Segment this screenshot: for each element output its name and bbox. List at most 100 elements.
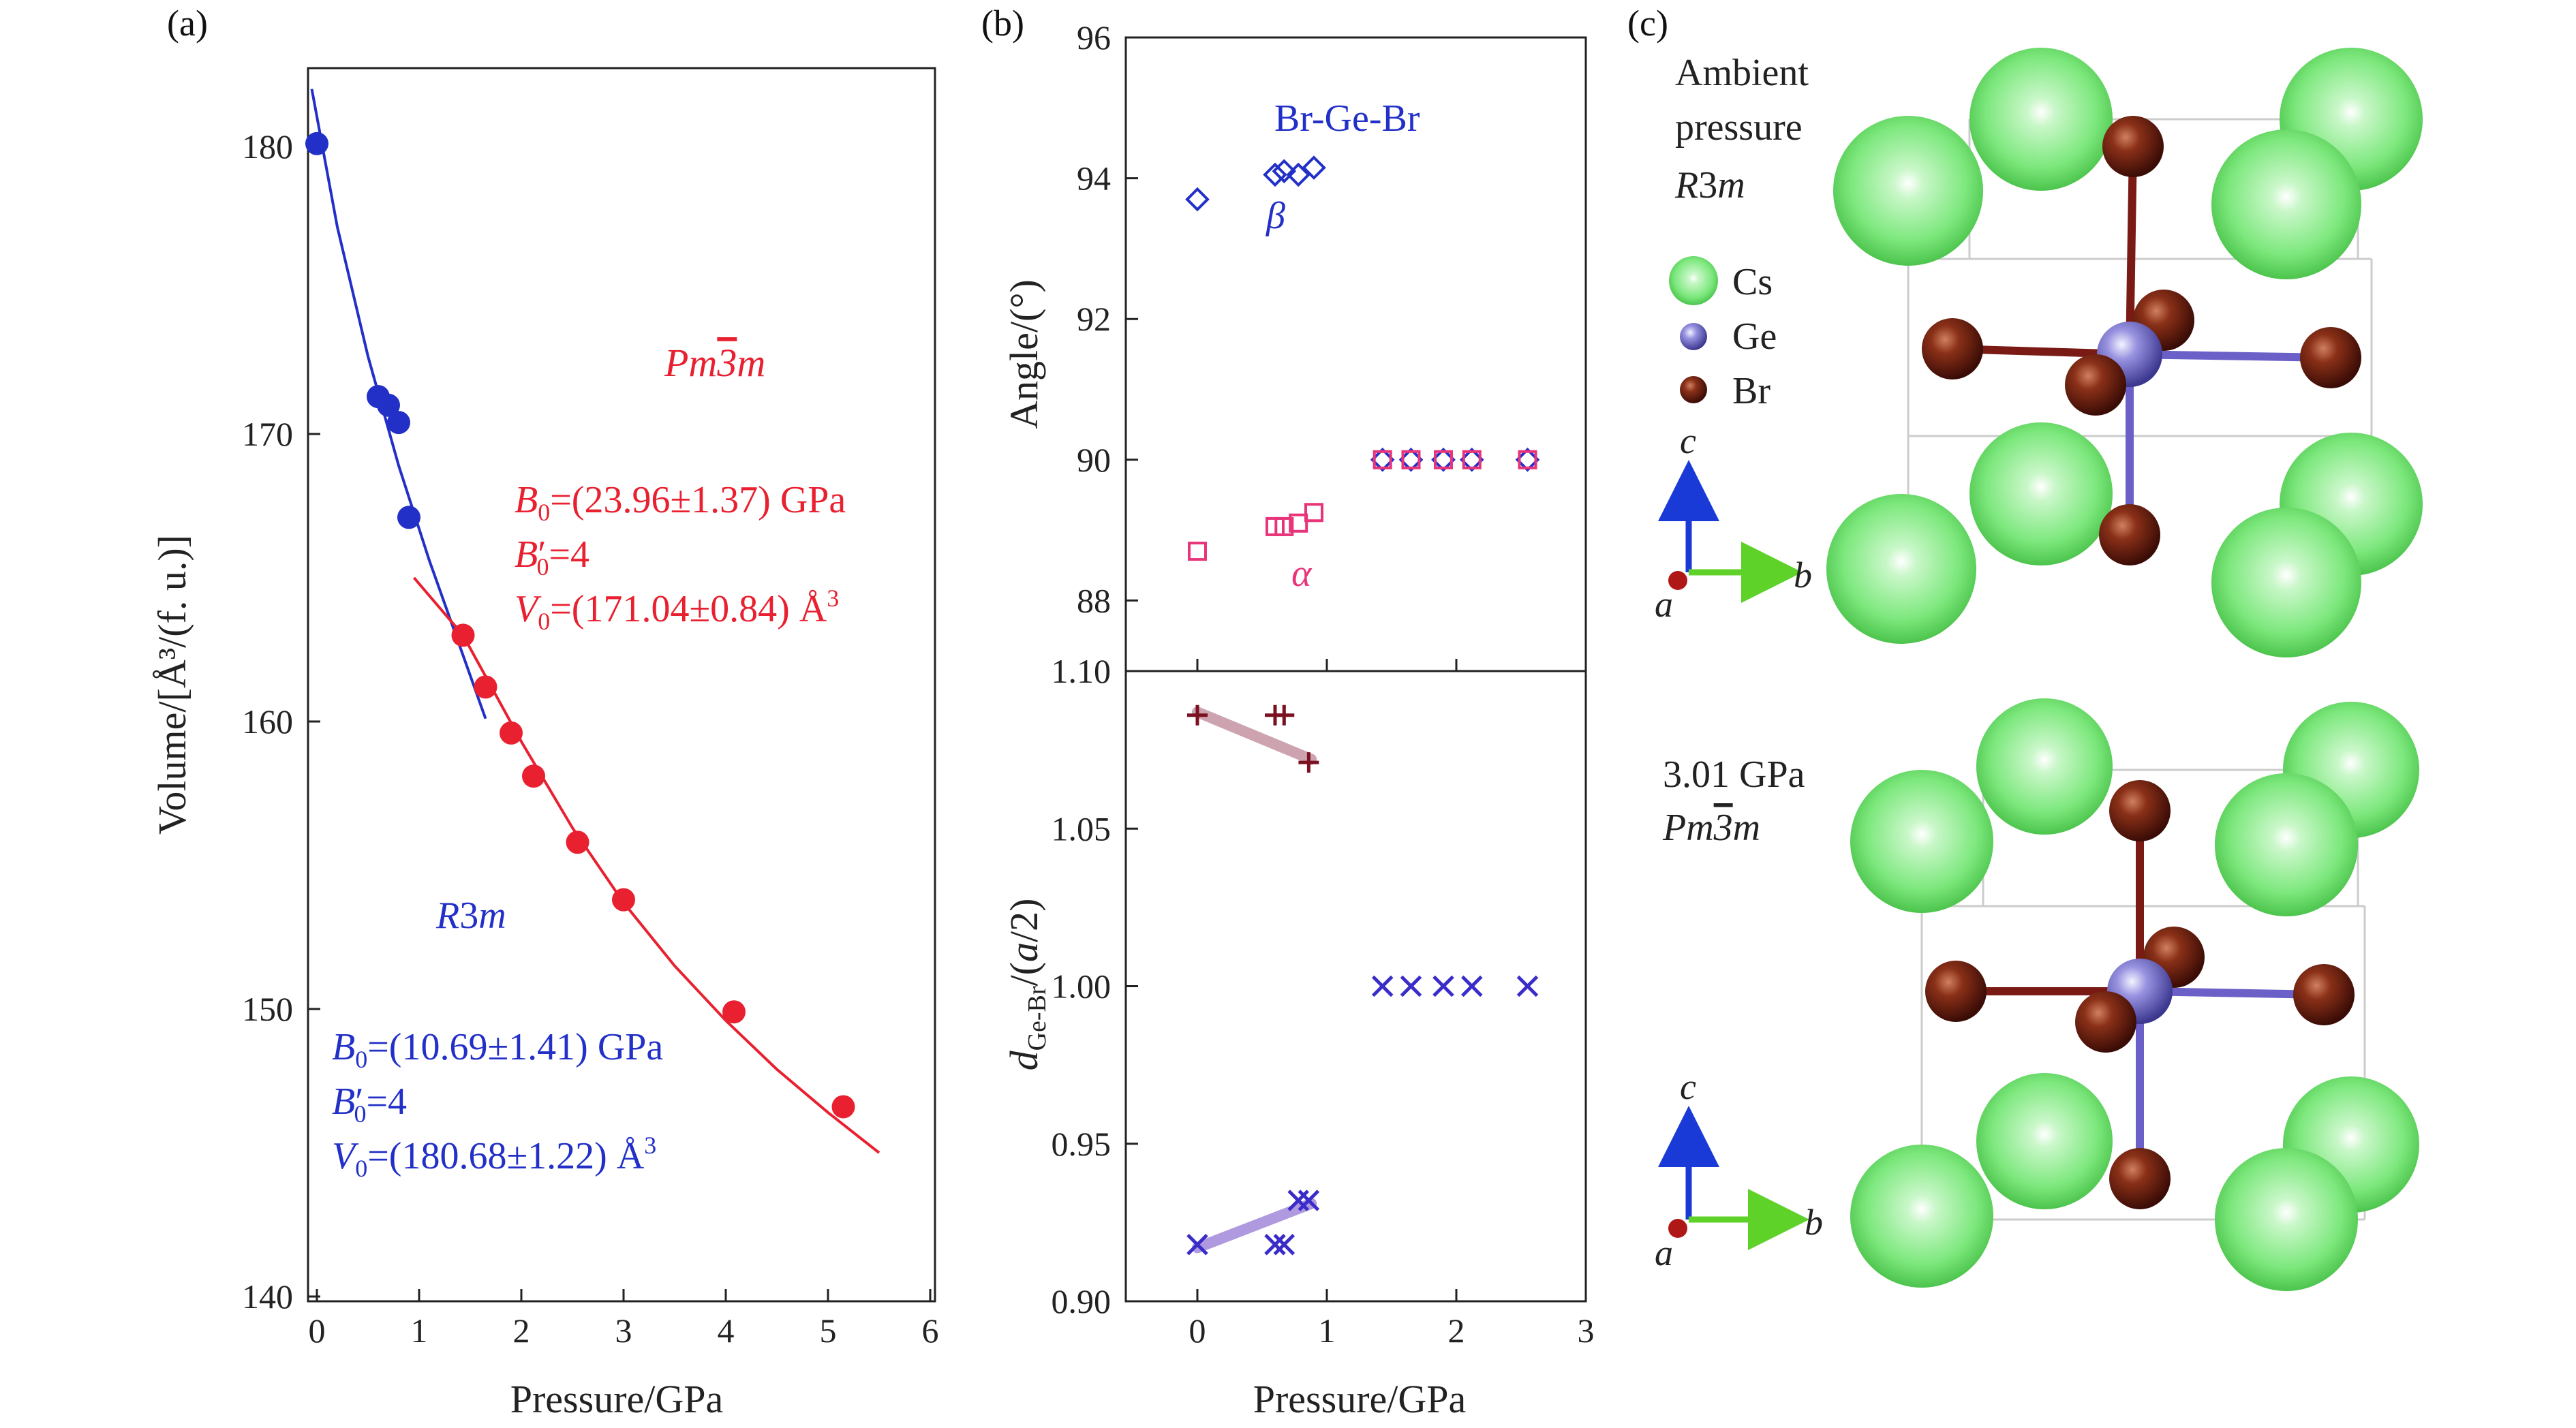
b-cross-marker — [1264, 1233, 1286, 1256]
a-ytick-label: 150 — [242, 990, 293, 1028]
panel-b-bottom-frame — [1124, 670, 1587, 1303]
b-xtick-label: 1 — [1319, 1311, 1336, 1350]
br-legend-label: Br — [1732, 370, 1770, 412]
a-data-point — [612, 888, 635, 912]
b-bottom-ytick-label: 0.95 — [1052, 1125, 1111, 1163]
a-xtick-label: 4 — [718, 1311, 735, 1350]
b-plus-marker — [1274, 704, 1295, 726]
a-xtick-label: 0 — [309, 1311, 326, 1350]
panel-b-bottom-ylabel: dGe-Br/(a/2) — [1002, 899, 1052, 1071]
b-square-marker — [1434, 450, 1453, 469]
b-top-ytick-label: 88 — [1077, 581, 1111, 619]
cs-legend-label: Cs — [1732, 261, 1773, 303]
panel-a-ylabel: Volume/[Å³/(f. u.)] — [150, 535, 194, 835]
b-top-ytick-label: 94 — [1077, 159, 1111, 198]
panel-a-frame — [307, 67, 936, 1303]
a-ytick-label: 160 — [242, 702, 293, 741]
b-top-ytick-label: 92 — [1077, 300, 1111, 338]
b-diamond-marker — [1272, 159, 1297, 184]
a-fit-line-0 — [310, 89, 487, 719]
b-plus-marker — [1298, 752, 1319, 773]
panel-c: (c) Ambient pressure R3m Cs Ge Br c b a — [1627, 3, 2423, 1291]
pressure-label: pressure — [1675, 106, 1803, 149]
b-square-marker — [1304, 503, 1323, 523]
b-cross-marker — [1186, 1233, 1208, 1256]
a-data-point — [831, 1095, 855, 1119]
red-v0-label: V0=(171.04±0.84) Å3 — [515, 585, 839, 635]
b-square-marker — [1289, 513, 1308, 533]
blue-b0p-label: B′0=4 — [332, 1081, 407, 1128]
b-xtick-label: 0 — [1189, 1311, 1206, 1350]
top-phase-label: R3m — [1674, 164, 1745, 206]
b-square-marker — [1462, 450, 1482, 469]
b-diamond-marker — [1185, 187, 1210, 212]
blue-v0-label: V0=(180.68±1.22) Å3 — [332, 1132, 656, 1182]
ambient-label: Ambient — [1675, 52, 1809, 94]
a-data-point — [522, 764, 545, 788]
red-b0p-label: B′0=4 — [515, 533, 589, 580]
b-cross-marker — [1461, 975, 1483, 997]
a-data-point — [377, 393, 400, 417]
bottom-axis-a: a — [1655, 1232, 1673, 1273]
ge-legend-swatch — [1680, 323, 1707, 350]
b-xtick-label: 2 — [1448, 1311, 1465, 1350]
b-trend-line-1 — [1192, 1198, 1317, 1254]
top-axis-a: a — [1655, 584, 1673, 625]
bottom-pressure-label: 3.01 GPa — [1663, 754, 1805, 796]
b-cross-marker — [1516, 975, 1539, 997]
a-data-point — [451, 623, 475, 647]
a-data-point — [566, 831, 589, 854]
a-xtick-label: 3 — [615, 1311, 632, 1350]
b-top-ytick-label: 90 — [1077, 441, 1111, 479]
panel-b-top-ylabel: Angle/(°) — [1002, 279, 1046, 429]
a-xtick-label: 2 — [513, 1311, 530, 1350]
b-diamond-marker — [1286, 162, 1311, 187]
top-axis-b: b — [1794, 555, 1812, 595]
b-square-marker — [1188, 542, 1207, 561]
b-cross-marker — [1371, 975, 1394, 997]
b-cross-marker — [1432, 975, 1454, 997]
b-square-marker — [1401, 450, 1421, 469]
b-xtick-label: 3 — [1578, 1311, 1595, 1350]
a-data-point — [722, 1000, 746, 1024]
panel-b-label: (b) — [981, 3, 1024, 44]
b-trend-line-0 — [1192, 707, 1317, 765]
b-cross-marker — [1273, 1233, 1295, 1256]
a-ytick-label: 170 — [242, 415, 293, 453]
atom-legend: Cs Ge Br — [1669, 256, 1777, 412]
panel-b-points — [1185, 155, 1540, 1256]
top-crystal-structure — [1826, 48, 2423, 657]
b-square-marker — [1274, 516, 1294, 536]
br-legend-swatch — [1680, 376, 1707, 403]
b-bottom-ytick-label: 1.10 — [1052, 652, 1111, 690]
b-square-marker — [1518, 450, 1537, 469]
a-data-point — [387, 411, 410, 435]
br-ge-br-label: Br-Ge-Br — [1274, 97, 1420, 140]
top-axis-triad: c b a — [1655, 420, 1812, 625]
b-top-ytick-label: 96 — [1077, 18, 1111, 57]
bottom-axis-c: c — [1680, 1066, 1696, 1107]
a-xtick-label: 1 — [411, 1311, 428, 1350]
b-bottom-ytick-label: 1.05 — [1052, 809, 1111, 848]
bottom-crystal-structure — [1850, 698, 2419, 1291]
bottom-axis-b: b — [1805, 1202, 1823, 1243]
a-ytick-label: 180 — [242, 127, 293, 166]
panel-a-xlabel: Pressure/GPa — [510, 1377, 724, 1421]
b-diamond-marker — [1302, 155, 1326, 180]
panel-b-trends — [1192, 707, 1317, 1254]
bottom-axis-triad: c b a — [1655, 1066, 1823, 1273]
b-cross-marker — [1400, 975, 1422, 997]
beta-label: β — [1266, 195, 1285, 237]
panel-b-xlabel: Pressure/GPa — [1253, 1377, 1467, 1421]
cs-legend-swatch — [1669, 256, 1718, 305]
b-bottom-ytick-label: 0.90 — [1052, 1282, 1111, 1320]
panel-a-label: (a) — [167, 3, 208, 44]
a-data-point — [500, 721, 523, 745]
b-plus-marker — [1187, 704, 1208, 726]
b-cross-marker — [1298, 1190, 1320, 1211]
a-ytick-label: 140 — [242, 1277, 293, 1316]
red-b0-label: B0=(23.96±1.37) GPa — [515, 479, 846, 526]
red-phase-label: Pm3m — [664, 341, 765, 385]
